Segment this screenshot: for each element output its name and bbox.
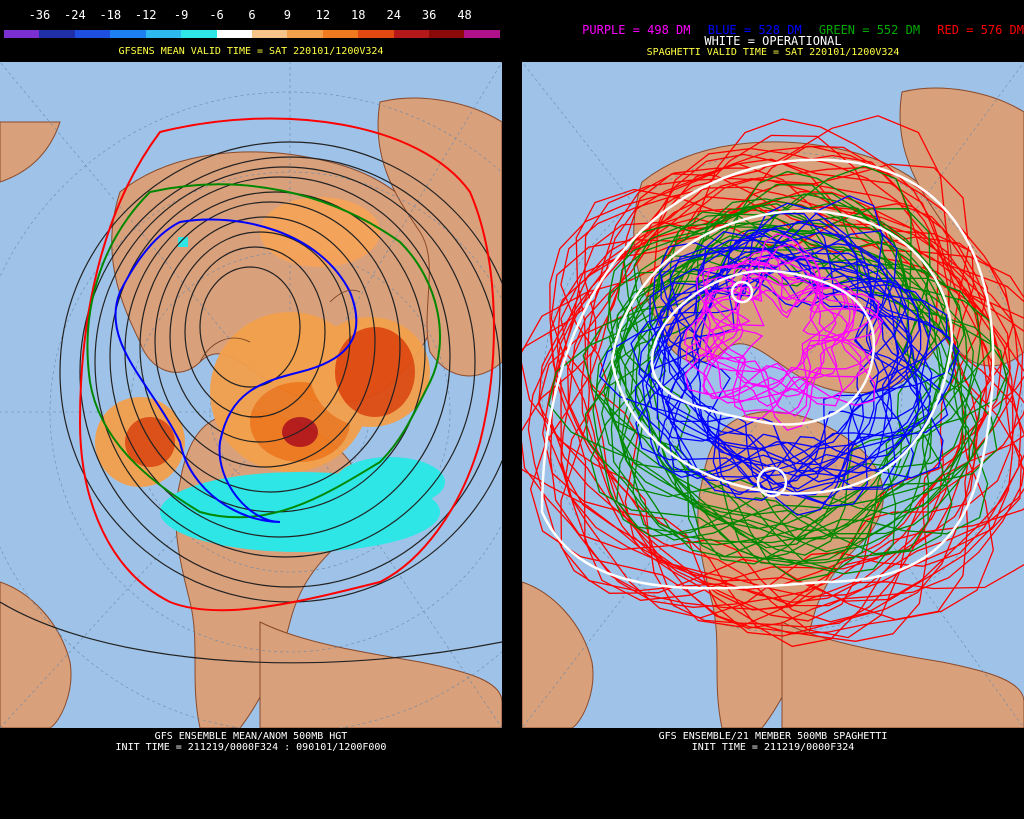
legend-blue: BLUE = 528 DM: [707, 23, 802, 37]
green-contour-552: [86, 183, 441, 519]
mean-map-graphic: [0, 62, 502, 728]
colorbar-label: -36: [28, 8, 51, 22]
colorbar-label: 36: [421, 8, 437, 22]
anomaly-colorbar: -36 -24 -18 -12 -9 -6 6 9 12 18 24 36 48: [4, 6, 500, 38]
colorbar-swatch: [74, 30, 111, 38]
mean-footer-line1: GFS ENSEMBLE MEAN/ANOM 500MB HGT: [154, 731, 348, 742]
legend-purple: PURPLE = 498 DM: [582, 23, 691, 37]
colorbar-swatch: [251, 30, 288, 38]
colorbar-label: -9: [173, 8, 189, 22]
member-contour: [550, 182, 1003, 642]
mean-footer-line2: INIT TIME = 211219/0000F324 : 090101/120…: [115, 742, 387, 753]
colorbar-label: -12: [134, 8, 157, 22]
colorbar-label: -6: [209, 8, 224, 22]
negative-anomaly-shading: [160, 237, 445, 552]
legend-red: RED = 576 DM: [937, 23, 1024, 37]
member-contour: [630, 243, 921, 494]
colorbar-swatches: [4, 30, 500, 38]
member-contour: [610, 165, 964, 553]
member-contour: [692, 243, 821, 417]
colorbar-swatch: [216, 30, 252, 38]
spaghetti-map-graphic: [522, 62, 1024, 728]
spaghetti-map: [522, 62, 1024, 728]
member-contour: [606, 230, 956, 575]
colorbar-swatch: [393, 30, 430, 38]
colorbar-label: 9: [283, 8, 292, 22]
colorbar-label: 12: [315, 8, 331, 22]
member-contour: [705, 277, 880, 398]
member-contour: [589, 173, 1024, 611]
member-contour: [659, 264, 948, 477]
legend-white-operational: WHITE = OPERATIONAL: [704, 34, 842, 48]
member-contour: [685, 266, 873, 404]
member-contour: [527, 134, 1022, 602]
red-contour-576: [78, 117, 495, 612]
colorbar-swatch: [358, 30, 394, 38]
member-contour: [638, 270, 908, 496]
member-contour: [606, 192, 921, 572]
colorbar-label: -24: [64, 8, 86, 22]
mean-valid-time-title: GFSENS MEAN VALID TIME = SAT 220101/1200…: [118, 46, 384, 57]
colorbar-swatch: [464, 30, 500, 38]
member-contour: [522, 145, 1023, 598]
colorbar-swatch: [322, 30, 359, 38]
colorbar-swatch: [4, 30, 40, 38]
member-contour: [582, 214, 965, 565]
colorbar-swatch: [145, 30, 182, 38]
member-contour: [704, 233, 844, 407]
colorbar-labels: -36 -24 -18 -12 -9 -6 6 9 12 18 24 36 48: [4, 6, 500, 22]
member-contour: [684, 286, 847, 415]
colorbar-swatch: [110, 30, 146, 38]
colorbar-swatch: [39, 30, 75, 38]
operational-white-contours: [540, 158, 995, 590]
red-576-member-contours: [522, 115, 1024, 648]
member-contour: [656, 195, 920, 483]
member-contour: [598, 221, 925, 466]
member-contour: [645, 230, 898, 496]
member-contour: [601, 208, 933, 567]
spaghetti-footer-line1: GFS ENSEMBLE/21 MEMBER 500MB SPAGHETTI: [658, 731, 888, 742]
colorbar-label: 6: [248, 8, 256, 22]
member-contour: [537, 200, 989, 628]
member-contour: [549, 158, 1024, 601]
colorbar-swatch: [287, 30, 323, 38]
ensemble-mean-panel: -36 -24 -18 -12 -9 -6 6 9 12 18 24 36 48 GFSENS MEAN…: [0, 0, 502, 819]
member-contour: [660, 246, 960, 467]
member-contour: [542, 163, 979, 637]
colorbar-label: 48: [457, 8, 472, 22]
member-contour: [548, 193, 971, 531]
member-contour: [660, 202, 900, 489]
spaghetti-legend: PURPLE = 498 DM BLUE = 528 DM GREEN = 55…: [522, 23, 1024, 37]
member-contour: [691, 231, 930, 485]
spaghetti-panel: PURPLE = 498 DM BLUE = 528 DM GREEN = 55…: [522, 0, 1024, 819]
member-contour: [575, 188, 988, 622]
member-contour: [649, 259, 913, 507]
colorbar-label: 24: [386, 8, 401, 22]
ensemble-mean-map: [0, 62, 502, 728]
colorbar-swatch: [181, 30, 217, 38]
member-contour: [620, 207, 982, 558]
legend-green: GREEN = 552 DM: [818, 23, 921, 37]
spaghetti-valid-time-title: SPAGHETTI VALID TIME = SAT 220101/1200V3…: [646, 47, 900, 58]
member-contour: [700, 272, 855, 419]
member-contour: [701, 262, 884, 388]
colorbar-label: 18: [351, 8, 366, 22]
colorbar-label: -18: [99, 8, 122, 22]
member-contour: [560, 206, 1024, 604]
coastline-details: [199, 289, 361, 363]
colorbar-swatch: [429, 30, 465, 38]
blue-contour-528: [114, 218, 358, 523]
spaghetti-footer-line2: INIT TIME = 211219/0000F324: [691, 742, 855, 753]
